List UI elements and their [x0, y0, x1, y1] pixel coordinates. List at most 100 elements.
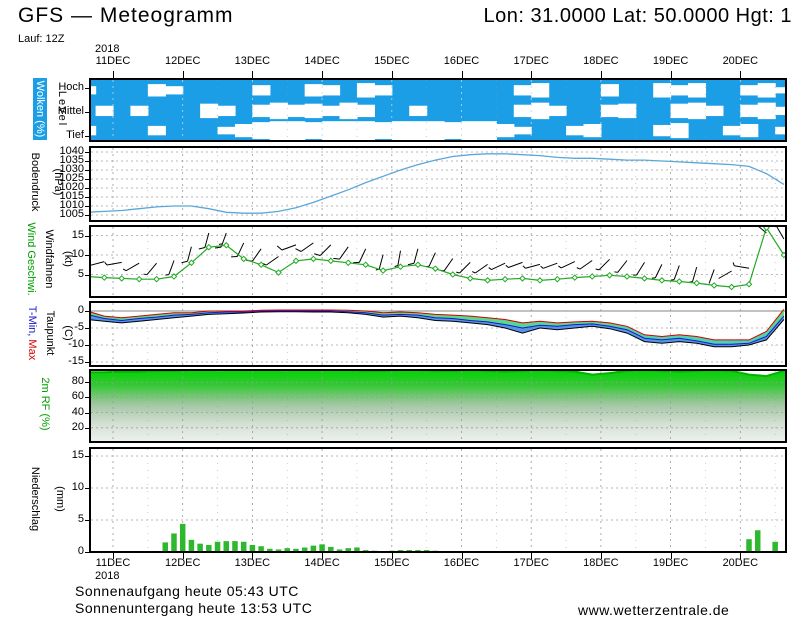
x-axis-tick-top: [670, 71, 672, 78]
precip-bar: [293, 548, 299, 551]
wind-barb: [775, 227, 785, 240]
y-axis-tick-label: -5: [74, 321, 84, 333]
x-axis-label-top: 12DEC: [164, 55, 201, 67]
x-axis-label-top: 15DEC: [374, 55, 410, 67]
x-axis-tick-bottom: [600, 553, 602, 559]
wind-barb: [84, 258, 87, 267]
wind-barb: [91, 261, 105, 266]
wind-barb: [353, 248, 367, 264]
x-axis-tick-bottom: [740, 553, 742, 559]
x-axis-tick-top: [252, 71, 254, 78]
x-axis-tick-bottom: [531, 553, 533, 559]
y-axis-tick-label: 1025: [59, 172, 84, 184]
x-axis-label-bottom: 19DEC: [652, 557, 689, 569]
coordinates-label: Lon: 31.0000 Lat: 50.0000 Hgt: 1: [483, 5, 792, 27]
x-axis-tick-bottom: [461, 553, 463, 559]
wind-barb: [104, 261, 122, 266]
y-axis-tick-mark: [85, 362, 90, 363]
y-axis-tick-label: -10: [68, 338, 84, 350]
wind-barb: [651, 264, 663, 279]
panel-rh-chart: [89, 369, 787, 443]
precip-bar: [389, 550, 395, 551]
wind-barb: [165, 260, 175, 276]
panel-clouds-chart: [89, 78, 787, 142]
y-axis-tick-mark: [85, 206, 90, 207]
y-axis-tick-label: 1040: [59, 145, 84, 157]
y-axis-tick-mark: [85, 136, 90, 137]
precip-bar: [258, 546, 264, 551]
precip-bar: [310, 545, 317, 551]
y-axis-tick-label: 10: [71, 248, 84, 260]
y-axis-tick-label: 15: [71, 228, 84, 241]
x-axis-label-top: 13DEC: [234, 55, 271, 67]
x-axis-tick-top: [322, 71, 324, 78]
x-axis-label-bottom: 15DEC: [374, 557, 410, 569]
precip-bar: [223, 541, 230, 551]
wind-barb: [122, 262, 140, 272]
x-axis-tick-bottom: [322, 553, 324, 559]
y-axis-tick-mark: [85, 382, 90, 384]
precip-bar: [240, 541, 247, 551]
x-axis-tick-bottom: [670, 553, 672, 559]
y-axis-tick-mark: [85, 188, 90, 189]
y-axis-tick-mark: [85, 345, 90, 346]
wind-barb: [181, 246, 192, 264]
y-axis-tick-label: 1005: [59, 208, 84, 220]
x-axis-label-top: 20DEC: [722, 55, 759, 67]
y-axis-tick-mark: [85, 161, 90, 162]
sunrise-label: Sonnenaufgang heute 05:43 UTC: [75, 583, 299, 599]
precip-bar: [345, 548, 351, 551]
y-axis-tick-label: 80: [71, 375, 84, 388]
y-axis-tick-mark: [85, 255, 90, 256]
precip-bar: [214, 541, 221, 551]
x-axis-label-top: 16DEC: [443, 55, 480, 67]
y-axis-tick-label: 1035: [59, 154, 84, 166]
y-axis-tick-mark: [85, 328, 90, 329]
y-axis-tick-label: 10: [71, 481, 84, 493]
panel-temp-chart: [89, 301, 787, 367]
wind-barb: [576, 260, 593, 270]
y-axis-tick-mark: [85, 112, 90, 113]
y-axis-tick-label: 5: [77, 267, 84, 280]
y-axis-tick-mark: [85, 397, 90, 399]
precip-bar: [301, 547, 308, 551]
y-axis-tick-label: 5: [77, 513, 84, 525]
panel-wind-chart: [84, 225, 787, 298]
wind-barb: [718, 270, 732, 279]
x-axis-tick-bottom: [391, 553, 393, 559]
x-axis-tick-top: [391, 71, 393, 78]
wind-barb: [394, 250, 401, 268]
wind-barb: [407, 248, 419, 266]
x-axis-tick-bottom: [182, 553, 184, 559]
wind-barb: [333, 246, 349, 260]
precip-bar: [754, 530, 761, 551]
y-axis-tick-label: 1020: [59, 181, 84, 193]
precip-bar: [171, 533, 177, 551]
x-axis-tick-top: [182, 71, 184, 78]
wind-barb: [558, 261, 576, 269]
panel-pressure-chart: [89, 146, 787, 222]
x-axis-label-top: 11DEC: [95, 55, 131, 67]
y-axis-tick-mark: [85, 412, 90, 414]
wind-barb: [440, 258, 454, 272]
precip-bar: [197, 543, 203, 551]
run-label: Lauf: 12Z: [18, 33, 65, 45]
precip-bar: [267, 548, 273, 551]
precip-bar: [328, 546, 334, 551]
y-axis-tick-mark: [85, 552, 90, 553]
precip-bar: [336, 549, 343, 551]
y-axis-tick-mark: [85, 152, 90, 153]
wind-barb: [425, 252, 436, 268]
x-axis-label-top: 17DEC: [513, 55, 549, 67]
y-axis-tick-label: Tief: [66, 129, 84, 141]
precip-bar: [371, 550, 378, 551]
precip-bar: [179, 523, 186, 551]
y-axis-tick-mark: [85, 427, 90, 429]
x-axis-tick-top: [531, 71, 533, 78]
y-axis-tick-mark: [85, 311, 90, 312]
x-axis-tick-top: [740, 71, 742, 78]
x-axis-label-bottom: 16DEC: [443, 557, 480, 569]
wind-barb: [488, 262, 506, 270]
wind-barb: [505, 261, 523, 269]
